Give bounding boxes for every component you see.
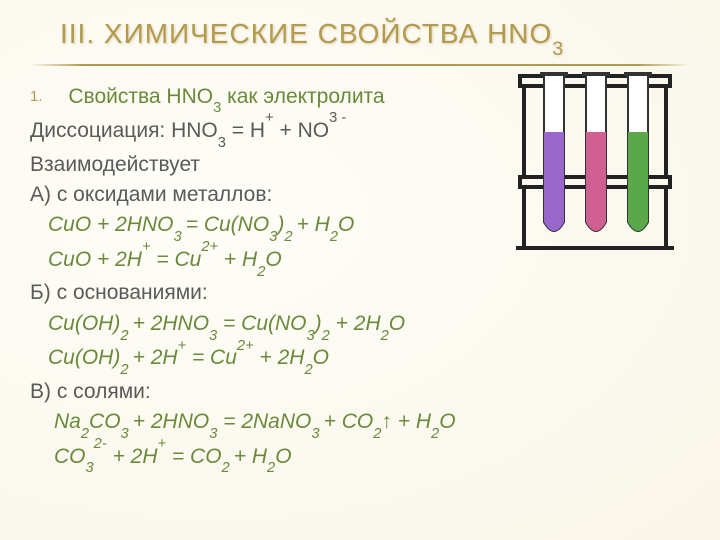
section-b-label: Б) с основаниями: [30, 278, 690, 308]
equation-v1: Na2CO3 + 2HNO3 = 2NaNO3 + CO2↑ + H2O [30, 407, 690, 441]
slide-title: III. ХИМИЧЕСКИЕ СВОЙСТВА HNO3 [60, 18, 690, 60]
equation-b2: Cu(OH)2 + 2H+ = Cu2+ + 2H2O [30, 342, 690, 377]
equation-v2: CO32- + 2H+ = CO2 + H2O [30, 441, 690, 476]
section-v-label: В) с солями: [30, 377, 690, 407]
subtitle: Свойства HNO3 как электролита [68, 85, 384, 108]
equation-b1: Cu(OH)2 + 2HNO3 = Cu(NO3)2 + 2H2O [30, 309, 690, 343]
title-underline [30, 64, 690, 66]
test-tubes-icon [510, 72, 680, 252]
list-number: 1. [30, 88, 43, 105]
